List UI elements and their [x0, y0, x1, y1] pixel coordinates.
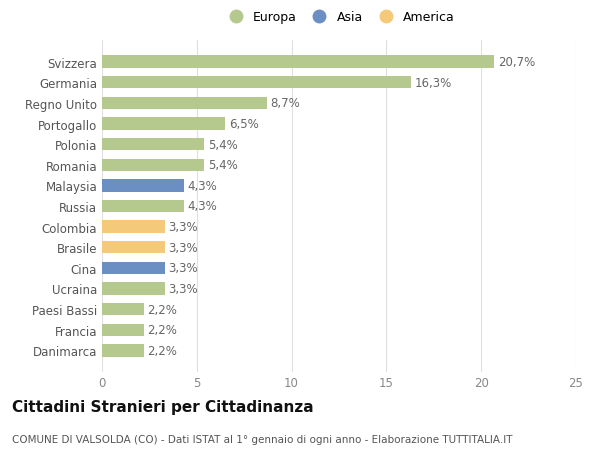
Text: 4,3%: 4,3%: [187, 200, 217, 213]
Bar: [102, 139, 205, 151]
Bar: [102, 344, 144, 357]
Bar: [102, 283, 164, 295]
Text: 2,2%: 2,2%: [148, 324, 178, 336]
Bar: [102, 324, 144, 336]
Bar: [102, 77, 411, 89]
Text: 20,7%: 20,7%: [498, 56, 536, 69]
Bar: [102, 201, 184, 213]
Text: 6,5%: 6,5%: [229, 118, 259, 131]
Text: 8,7%: 8,7%: [271, 97, 301, 110]
Bar: [102, 262, 164, 274]
Bar: [102, 241, 164, 254]
Bar: [102, 180, 184, 192]
Bar: [102, 221, 164, 233]
Text: 4,3%: 4,3%: [187, 179, 217, 192]
Bar: [102, 303, 144, 316]
Text: 3,3%: 3,3%: [169, 262, 198, 275]
Text: 2,2%: 2,2%: [148, 344, 178, 357]
Text: Cittadini Stranieri per Cittadinanza: Cittadini Stranieri per Cittadinanza: [12, 399, 314, 414]
Bar: [102, 97, 267, 110]
Text: COMUNE DI VALSOLDA (CO) - Dati ISTAT al 1° gennaio di ogni anno - Elaborazione T: COMUNE DI VALSOLDA (CO) - Dati ISTAT al …: [12, 434, 512, 444]
Text: 3,3%: 3,3%: [169, 282, 198, 295]
Text: 3,3%: 3,3%: [169, 241, 198, 254]
Text: 2,2%: 2,2%: [148, 303, 178, 316]
Text: 3,3%: 3,3%: [169, 221, 198, 234]
Text: 5,4%: 5,4%: [208, 159, 238, 172]
Bar: [102, 159, 205, 172]
Text: 5,4%: 5,4%: [208, 138, 238, 151]
Bar: [102, 118, 225, 130]
Bar: [102, 56, 494, 69]
Legend: Europa, Asia, America: Europa, Asia, America: [223, 11, 455, 24]
Text: 16,3%: 16,3%: [415, 77, 452, 90]
